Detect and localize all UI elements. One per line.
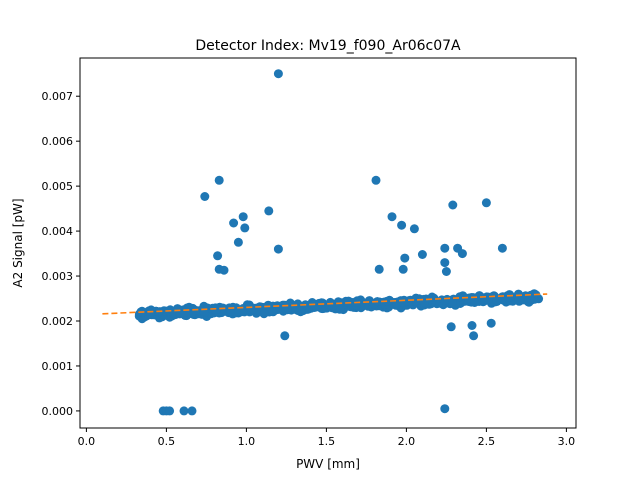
scatter-point-outlier — [440, 258, 450, 268]
scatter-point-outlier — [213, 251, 223, 261]
scatter-point-outlier — [240, 223, 250, 233]
scatter-point — [302, 300, 312, 310]
y-tick-label: 0.002 — [42, 315, 74, 328]
scatter-point-outlier — [219, 265, 229, 275]
scatter-point-outlier — [233, 237, 243, 247]
y-axis: 0.000 0.001 0.002 0.003 0.004 0.005 0.006 0.007 — [42, 90, 80, 418]
points-layer — [134, 69, 544, 416]
y-tick-label: 0.006 — [42, 135, 74, 148]
scatter-point-outlier — [417, 250, 427, 259]
scatter-point-outlier — [448, 200, 458, 210]
scatter-point — [226, 307, 236, 316]
scatter-point — [248, 304, 258, 314]
scatter-point-outlier — [165, 406, 175, 416]
scatter-point — [369, 299, 379, 309]
scatter-point-outlier — [238, 212, 248, 222]
scatter-point-outlier — [440, 243, 450, 253]
scatter-point-outlier — [179, 406, 189, 416]
scatter-point — [526, 293, 536, 303]
x-axis-label: PWV [mm] — [296, 457, 360, 471]
y-tick-label: 0.000 — [42, 405, 74, 418]
x-tick-label: 0.5 — [158, 435, 176, 448]
chart-title: Detector Index: Mv19_f090_Ar06c07A — [195, 38, 461, 54]
scatter-point-outlier — [467, 321, 477, 330]
scatter-point — [427, 292, 437, 302]
scatter-point-outlier — [187, 406, 197, 416]
x-tick-label: 2.5 — [478, 435, 496, 448]
scatter-point — [275, 304, 285, 314]
scatter-point — [259, 309, 269, 319]
y-tick-label: 0.005 — [42, 180, 74, 193]
scatter-point — [411, 293, 421, 303]
y-tick-label: 0.003 — [42, 270, 74, 283]
scatter-point-outlier — [264, 206, 274, 216]
scatter-point-outlier — [457, 249, 467, 259]
scatter-point — [329, 300, 339, 310]
scatter-point — [360, 300, 370, 310]
scatter-point-outlier — [398, 264, 408, 274]
scatter-point-outlier — [273, 244, 283, 254]
plot-area-frame — [79, 57, 577, 429]
scatter-point-outlier — [440, 404, 450, 414]
scatter-point — [396, 297, 406, 307]
y-tick-label: 0.004 — [42, 225, 74, 238]
scatter-point-outlier — [387, 212, 397, 222]
scatter-point-outlier — [486, 318, 496, 328]
scatter-point — [492, 295, 502, 305]
scatter-point — [448, 298, 457, 308]
scatter-point-outlier — [400, 253, 410, 263]
scatter-point-outlier — [371, 175, 381, 185]
scatter-point-outlier — [273, 69, 283, 79]
scatter-point-outlier — [441, 267, 451, 276]
scatter-point-outlier — [280, 331, 290, 341]
scatter-point-outlier — [497, 243, 507, 253]
scatter-point-outlier — [374, 264, 384, 274]
scatter-point — [199, 306, 209, 316]
scatter-point-outlier — [446, 322, 456, 332]
x-tick-label: 1.0 — [238, 435, 256, 448]
x-tick-label: 2.0 — [398, 435, 416, 448]
fit-line — [102, 293, 548, 315]
y-axis-label: A2 Signal [pW] — [11, 198, 25, 287]
scatter-point-outlier — [409, 224, 419, 234]
scatter-point — [268, 307, 278, 317]
x-axis: 0.0 0.5 1.0 1.5 2.0 2.5 3.0 — [78, 428, 576, 448]
scatter-point-outlier — [229, 218, 239, 228]
scatter-point — [455, 292, 465, 302]
scatter-point-outlier — [481, 198, 491, 208]
scatter-point — [439, 295, 449, 305]
x-tick-label: 1.5 — [318, 435, 336, 448]
scatter-point — [470, 298, 480, 307]
fit-layer — [102, 293, 548, 315]
scatter-point — [313, 301, 323, 311]
x-tick-label: 0.0 — [78, 435, 96, 448]
scatter-point-outlier — [214, 175, 224, 185]
scatter-point — [159, 306, 169, 316]
scatter-point — [175, 309, 185, 319]
y-tick-label: 0.007 — [42, 90, 74, 103]
scatter-point — [514, 295, 524, 305]
scatter-point — [505, 292, 514, 302]
scatter-point-outlier — [200, 192, 210, 201]
scatter-point-outlier — [397, 220, 407, 230]
y-tick-label: 0.001 — [42, 360, 74, 373]
x-tick-label: 3.0 — [558, 435, 576, 448]
scatter-point-outlier — [469, 331, 479, 341]
